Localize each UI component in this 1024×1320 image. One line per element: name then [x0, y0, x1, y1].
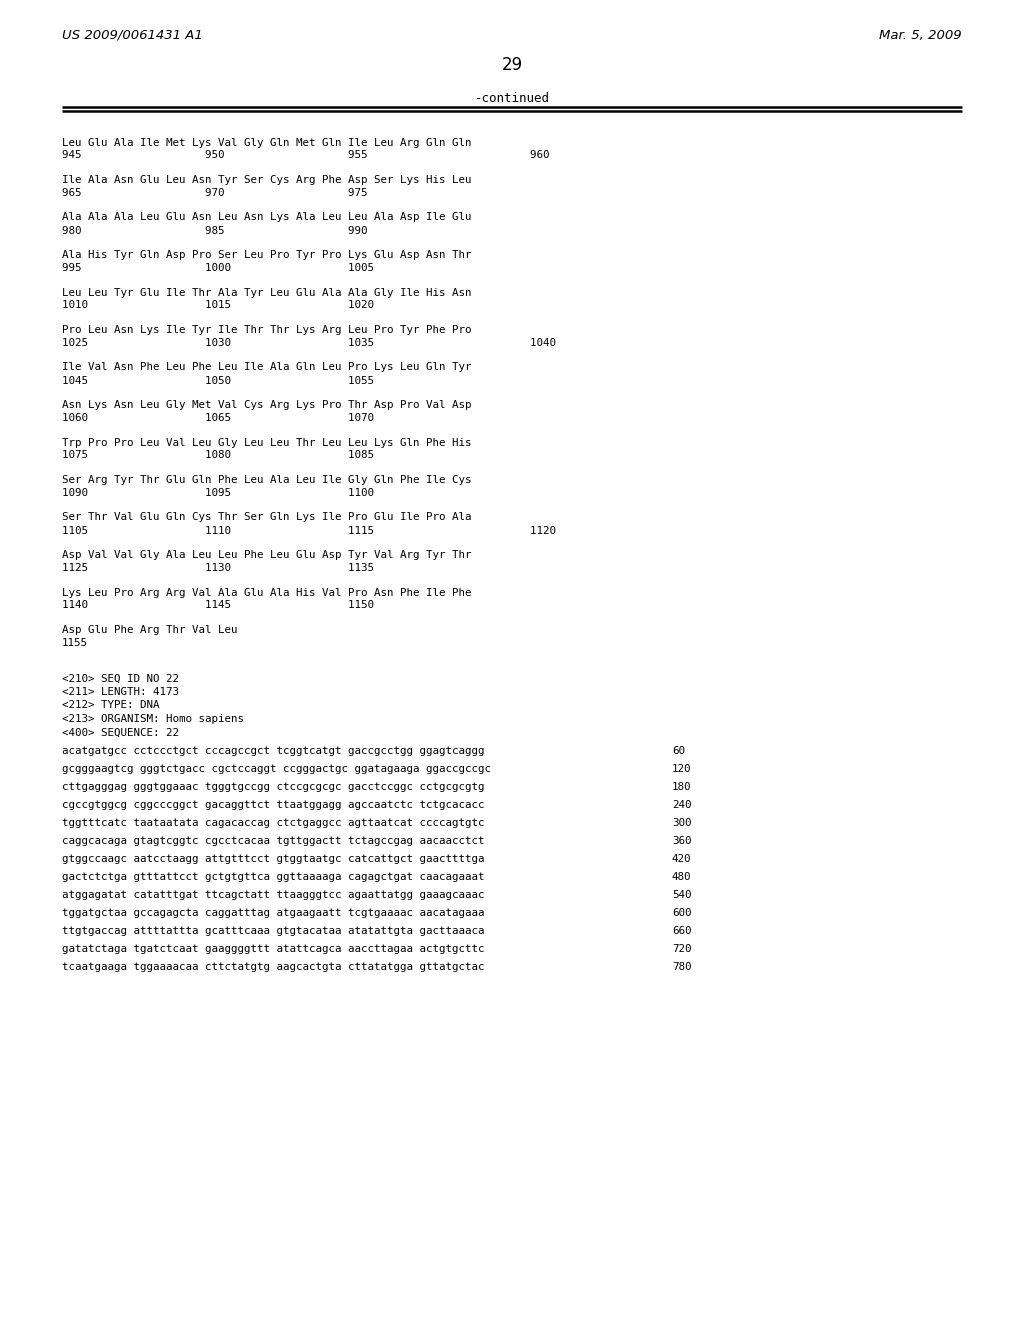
Text: 720: 720 [672, 944, 691, 954]
Text: 300: 300 [672, 818, 691, 828]
Text: US 2009/0061431 A1: US 2009/0061431 A1 [62, 29, 203, 42]
Text: 480: 480 [672, 873, 691, 882]
Text: 360: 360 [672, 836, 691, 846]
Text: <212> TYPE: DNA: <212> TYPE: DNA [62, 701, 160, 710]
Text: <210> SEQ ID NO 22: <210> SEQ ID NO 22 [62, 673, 179, 684]
Text: Ser Thr Val Glu Gln Cys Thr Ser Gln Lys Ile Pro Glu Ile Pro Ala: Ser Thr Val Glu Gln Cys Thr Ser Gln Lys … [62, 512, 471, 523]
Text: 1025                  1030                  1035                        1040: 1025 1030 1035 1040 [62, 338, 556, 348]
Text: 600: 600 [672, 908, 691, 917]
Text: 980                   985                   990: 980 985 990 [62, 226, 368, 235]
Text: Leu Leu Tyr Glu Ile Thr Ala Tyr Leu Glu Ala Ala Gly Ile His Asn: Leu Leu Tyr Glu Ile Thr Ala Tyr Leu Glu … [62, 288, 471, 297]
Text: ttgtgaccag attttattta gcatttcaaa gtgtacataa atatattgta gacttaaaca: ttgtgaccag attttattta gcatttcaaa gtgtaca… [62, 927, 484, 936]
Text: 29: 29 [502, 55, 522, 74]
Text: acatgatgcc cctccctgct cccagccgct tcggtcatgt gaccgcctgg ggagtcaggg: acatgatgcc cctccctgct cccagccgct tcggtca… [62, 746, 484, 756]
Text: Pro Leu Asn Lys Ile Tyr Ile Thr Thr Lys Arg Leu Pro Tyr Phe Pro: Pro Leu Asn Lys Ile Tyr Ile Thr Thr Lys … [62, 325, 471, 335]
Text: 540: 540 [672, 890, 691, 900]
Text: tggatgctaa gccagagcta caggatttag atgaagaatt tcgtgaaaac aacatagaaa: tggatgctaa gccagagcta caggatttag atgaaga… [62, 908, 484, 917]
Text: Trp Pro Pro Leu Val Leu Gly Leu Leu Thr Leu Leu Lys Gln Phe His: Trp Pro Pro Leu Val Leu Gly Leu Leu Thr … [62, 437, 471, 447]
Text: Ile Val Asn Phe Leu Phe Leu Ile Ala Gln Leu Pro Lys Leu Gln Tyr: Ile Val Asn Phe Leu Phe Leu Ile Ala Gln … [62, 363, 471, 372]
Text: <211> LENGTH: 4173: <211> LENGTH: 4173 [62, 686, 179, 697]
Text: 945                   950                   955                         960: 945 950 955 960 [62, 150, 550, 161]
Text: 60: 60 [672, 746, 685, 756]
Text: Ser Arg Tyr Thr Glu Gln Phe Leu Ala Leu Ile Gly Gln Phe Ile Cys: Ser Arg Tyr Thr Glu Gln Phe Leu Ala Leu … [62, 475, 471, 484]
Text: gactctctga gtttattcct gctgtgttca ggttaaaaga cagagctgat caacagaaat: gactctctga gtttattcct gctgtgttca ggttaaa… [62, 873, 484, 882]
Text: 1105                  1110                  1115                        1120: 1105 1110 1115 1120 [62, 525, 556, 536]
Text: 1125                  1130                  1135: 1125 1130 1135 [62, 564, 374, 573]
Text: gatatctaga tgatctcaat gaaggggttt atattcagca aaccttagaa actgtgcttc: gatatctaga tgatctcaat gaaggggttt atattca… [62, 944, 484, 954]
Text: 1045                  1050                  1055: 1045 1050 1055 [62, 375, 374, 385]
Text: 995                   1000                  1005: 995 1000 1005 [62, 263, 374, 273]
Text: 240: 240 [672, 800, 691, 810]
Text: Leu Glu Ala Ile Met Lys Val Gly Gln Met Gln Ile Leu Arg Gln Gln: Leu Glu Ala Ile Met Lys Val Gly Gln Met … [62, 137, 471, 148]
Text: Mar. 5, 2009: Mar. 5, 2009 [880, 29, 962, 42]
Text: Asp Val Val Gly Ala Leu Leu Phe Leu Glu Asp Tyr Val Arg Tyr Thr: Asp Val Val Gly Ala Leu Leu Phe Leu Glu … [62, 550, 471, 560]
Text: 1155: 1155 [62, 638, 88, 648]
Text: Lys Leu Pro Arg Arg Val Ala Glu Ala His Val Pro Asn Phe Ile Phe: Lys Leu Pro Arg Arg Val Ala Glu Ala His … [62, 587, 471, 598]
Text: 1090                  1095                  1100: 1090 1095 1100 [62, 488, 374, 498]
Text: Asp Glu Phe Arg Thr Val Leu: Asp Glu Phe Arg Thr Val Leu [62, 624, 238, 635]
Text: Ile Ala Asn Glu Leu Asn Tyr Ser Cys Arg Phe Asp Ser Lys His Leu: Ile Ala Asn Glu Leu Asn Tyr Ser Cys Arg … [62, 176, 471, 185]
Text: 1075                  1080                  1085: 1075 1080 1085 [62, 450, 374, 461]
Text: gcgggaagtcg gggtctgacc cgctccaggt ccgggactgc ggatagaaga ggaccgccgc: gcgggaagtcg gggtctgacc cgctccaggt ccggga… [62, 764, 490, 774]
Text: 1010                  1015                  1020: 1010 1015 1020 [62, 301, 374, 310]
Text: 965                   970                   975: 965 970 975 [62, 187, 368, 198]
Text: Ala Ala Ala Leu Glu Asn Leu Asn Lys Ala Leu Leu Ala Asp Ile Glu: Ala Ala Ala Leu Glu Asn Leu Asn Lys Ala … [62, 213, 471, 223]
Text: Ala His Tyr Gln Asp Pro Ser Leu Pro Tyr Pro Lys Glu Asp Asn Thr: Ala His Tyr Gln Asp Pro Ser Leu Pro Tyr … [62, 249, 471, 260]
Text: gtggccaagc aatcctaagg attgtttcct gtggtaatgc catcattgct gaacttttga: gtggccaagc aatcctaagg attgtttcct gtggtaa… [62, 854, 484, 865]
Text: 120: 120 [672, 764, 691, 774]
Text: <400> SEQUENCE: 22: <400> SEQUENCE: 22 [62, 729, 179, 738]
Text: <213> ORGANISM: Homo sapiens: <213> ORGANISM: Homo sapiens [62, 714, 244, 723]
Text: tcaatgaaga tggaaaacaa cttctatgtg aagcactgta cttatatgga gttatgctac: tcaatgaaga tggaaaacaa cttctatgtg aagcact… [62, 962, 484, 972]
Text: caggcacaga gtagtcggtc cgcctcacaa tgttggactt tctagccgag aacaacctct: caggcacaga gtagtcggtc cgcctcacaa tgttgga… [62, 836, 484, 846]
Text: atggagatat catatttgat ttcagctatt ttaagggtcc agaattatgg gaaagcaaac: atggagatat catatttgat ttcagctatt ttaaggg… [62, 890, 484, 900]
Text: 180: 180 [672, 781, 691, 792]
Text: -continued: -continued [474, 92, 550, 106]
Text: Asn Lys Asn Leu Gly Met Val Cys Arg Lys Pro Thr Asp Pro Val Asp: Asn Lys Asn Leu Gly Met Val Cys Arg Lys … [62, 400, 471, 411]
Text: cgccgtggcg cggcccggct gacaggttct ttaatggagg agccaatctc tctgcacacc: cgccgtggcg cggcccggct gacaggttct ttaatgg… [62, 800, 484, 810]
Text: tggtttcatc taataatata cagacaccag ctctgaggcc agttaatcat ccccagtgtc: tggtttcatc taataatata cagacaccag ctctgag… [62, 818, 484, 828]
Text: 420: 420 [672, 854, 691, 865]
Text: 780: 780 [672, 962, 691, 972]
Text: 1140                  1145                  1150: 1140 1145 1150 [62, 601, 374, 610]
Text: 660: 660 [672, 927, 691, 936]
Text: cttgagggag gggtggaaac tgggtgccgg ctccgcgcgc gacctccggc cctgcgcgtg: cttgagggag gggtggaaac tgggtgccgg ctccgcg… [62, 781, 484, 792]
Text: 1060                  1065                  1070: 1060 1065 1070 [62, 413, 374, 422]
